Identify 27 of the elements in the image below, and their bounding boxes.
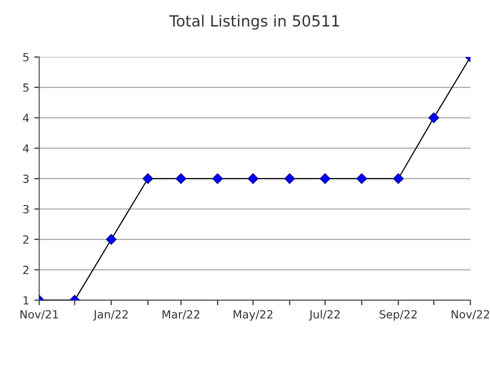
point	[284, 173, 295, 184]
x-tick-label: Sep/22	[380, 310, 417, 321]
y-tick-label: 1	[24, 296, 28, 304]
point	[212, 173, 223, 184]
y-tick-label: 5	[23, 53, 29, 62]
point	[356, 173, 368, 184]
point	[393, 173, 404, 184]
x-tick-label: Jul/22	[308, 310, 340, 321]
point	[320, 173, 330, 184]
x-tick-label: May/22	[234, 310, 272, 321]
y-tick-label: 2	[23, 266, 28, 274]
y-tick-label: 4	[22, 114, 29, 122]
y-tick-label: 2	[23, 235, 28, 244]
y-tick-label: 5	[23, 84, 29, 92]
x-tick-label: Jan/22	[93, 310, 128, 321]
x-tick-label: Mar/22	[162, 310, 200, 320]
y-tick-label: 4	[22, 144, 29, 152]
y-tick-label: 3	[23, 204, 29, 214]
chart-title: Total Listings in 50511	[169, 14, 339, 30]
x-tick-label: Nov/21	[20, 310, 58, 320]
point	[176, 173, 186, 184]
point	[142, 173, 154, 184]
point	[428, 112, 440, 124]
point	[248, 173, 258, 184]
y-tick-label: 3	[23, 174, 29, 183]
point	[106, 234, 117, 245]
x-tick-label: Nov/22	[452, 310, 490, 320]
